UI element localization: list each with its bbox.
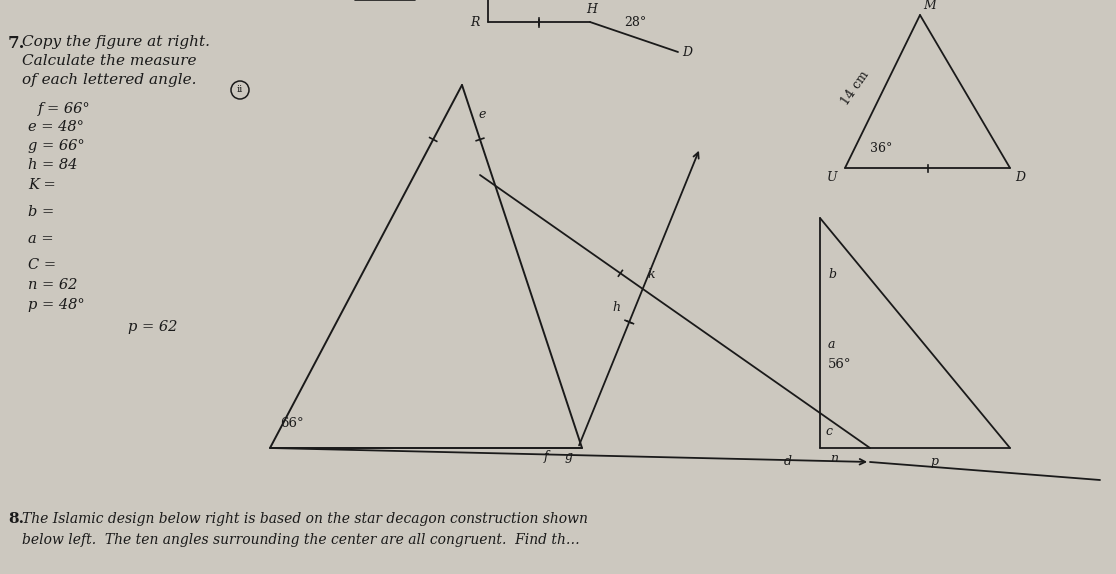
Text: n = 62: n = 62 <box>28 278 77 292</box>
Text: D: D <box>682 45 692 59</box>
Text: p: p <box>930 455 939 468</box>
Text: d: d <box>785 455 792 468</box>
Text: b =: b = <box>28 205 55 219</box>
Text: h: h <box>613 301 620 314</box>
Text: Calculate the measure: Calculate the measure <box>22 54 196 68</box>
Text: ii: ii <box>237 86 243 95</box>
Text: c: c <box>825 425 833 438</box>
Text: M: M <box>923 0 935 12</box>
Text: 28°: 28° <box>624 16 646 29</box>
Text: 36°: 36° <box>870 142 893 154</box>
Text: 14 cm: 14 cm <box>839 68 872 107</box>
Text: C =: C = <box>28 258 56 272</box>
Text: D: D <box>1014 171 1024 184</box>
Text: n: n <box>830 452 838 465</box>
Text: Copy the figure at right.: Copy the figure at right. <box>22 35 210 49</box>
Text: a =: a = <box>28 232 54 246</box>
Text: f = 66°: f = 66° <box>38 102 90 116</box>
Text: H: H <box>587 3 597 16</box>
Text: h = 84: h = 84 <box>28 158 77 172</box>
Text: R: R <box>471 15 480 29</box>
Text: e: e <box>478 108 485 121</box>
Text: k: k <box>647 268 655 281</box>
Text: a: a <box>828 338 836 351</box>
Text: e = 48°: e = 48° <box>28 120 84 134</box>
Text: 66°: 66° <box>280 417 304 430</box>
Text: g: g <box>565 450 573 463</box>
Text: p = 48°: p = 48° <box>28 298 85 312</box>
Text: of each lettered angle.: of each lettered angle. <box>22 73 196 87</box>
Text: g = 66°: g = 66° <box>28 139 85 153</box>
Text: 56°: 56° <box>828 358 852 371</box>
Text: U: U <box>827 171 837 184</box>
Text: b: b <box>828 268 836 281</box>
Text: 8.: 8. <box>8 512 25 526</box>
Text: K =: K = <box>28 178 56 192</box>
Text: 7.: 7. <box>8 35 26 52</box>
Text: below left.  The ten angles surrounding the center are all congruent.  Find th…: below left. The ten angles surrounding t… <box>22 533 579 547</box>
Text: f: f <box>543 450 548 463</box>
Text: p = 62: p = 62 <box>128 320 177 334</box>
Text: The Islamic design below right is based on the star decagon construction shown: The Islamic design below right is based … <box>22 512 588 526</box>
